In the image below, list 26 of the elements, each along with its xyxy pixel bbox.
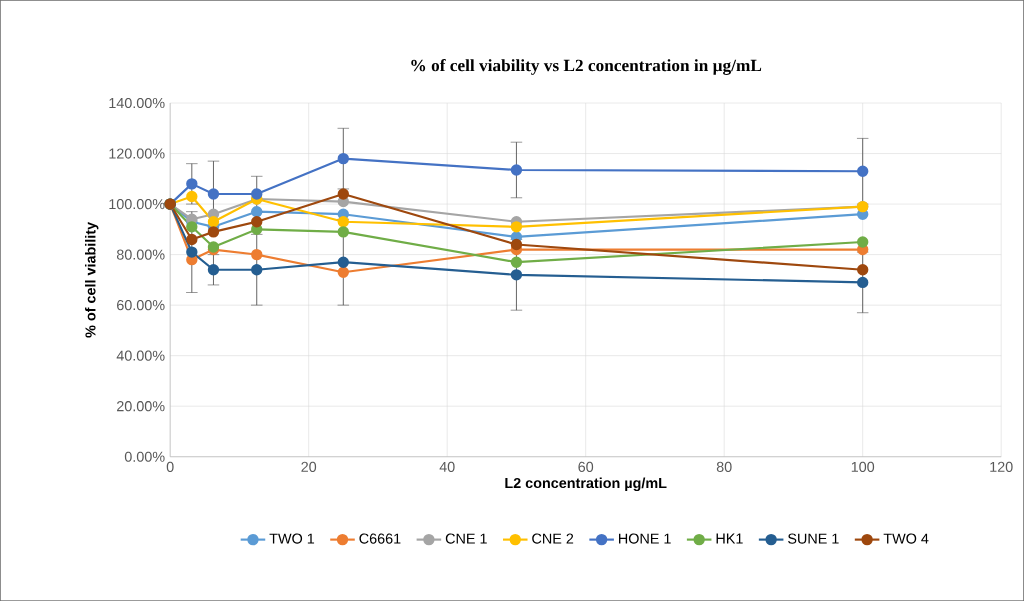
x-tick-label: 80 (716, 461, 732, 472)
y-tick-label: 40.00% (116, 350, 165, 361)
legend-label: HK1 (716, 533, 743, 544)
y-tick-label: 120.00% (109, 148, 165, 159)
x-tick-label: 40 (439, 461, 455, 472)
y-tick-label: 100.00% (109, 198, 165, 210)
y-tick-label: 20.00% (117, 401, 165, 412)
legend-label: C6661 (359, 533, 401, 544)
x-tick-label: 120 (990, 461, 1013, 472)
x-axis-title: L2 concentration µg/mL (505, 477, 667, 491)
legend-label: CNE 1 (445, 533, 487, 544)
legend-label: SUNE 1 (788, 533, 839, 544)
x-tick-label: 60 (578, 461, 594, 472)
chart-title: % of cell viability vs L2 concentration in µg/mL (411, 58, 762, 75)
legend-label: CNE 2 (532, 533, 574, 544)
y-tick-label: 140.00% (109, 97, 165, 109)
legend-label: HONE 1 (619, 533, 671, 544)
x-tick-label: 20 (301, 461, 317, 472)
x-tick-label: 0 (166, 461, 174, 472)
y-tick-label: 60.00% (117, 300, 165, 311)
y-tick-label: 0.00% (124, 451, 165, 462)
y-axis-title: % of cell viability (85, 221, 99, 338)
legend-label: TWO 1 (269, 533, 315, 544)
y-tick-label: 80.00% (116, 249, 165, 260)
x-tick-label: 100 (851, 461, 875, 472)
legend-label: TWO 4 (883, 533, 929, 544)
